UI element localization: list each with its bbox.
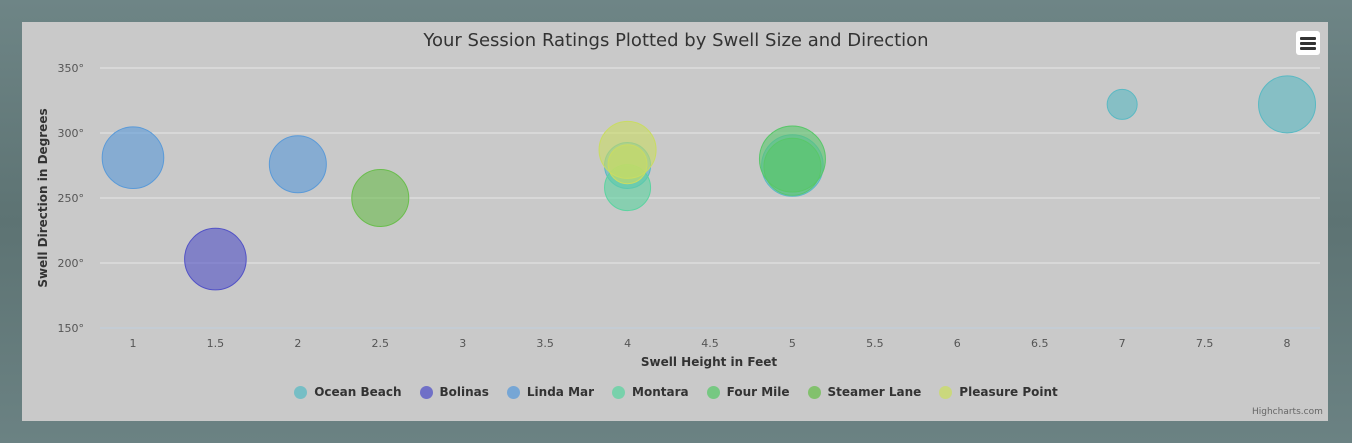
chart-legend: Ocean Beach Bolinas Linda Mar Montara Four M… [0, 385, 1352, 399]
x-tick-label: 8 [1284, 337, 1291, 350]
x-tick-label: 4 [624, 337, 631, 350]
y-tick-label: 250° [58, 192, 85, 205]
legend-item[interactable]: Montara [612, 385, 689, 399]
legend-marker [506, 385, 520, 399]
chart-title: Your Session Ratings Plotted by Swell Si… [422, 30, 928, 51]
bubble-point[interactable] [184, 227, 247, 291]
bubble-point[interactable] [1106, 88, 1138, 120]
x-tick-label: 2 [294, 337, 301, 350]
legend-item[interactable]: Four Mile [706, 385, 790, 399]
y-tick-label: 300° [58, 127, 85, 140]
legend-item[interactable]: Linda Mar [506, 385, 595, 399]
legend-label: Linda Mar [526, 385, 595, 399]
legend-marker [807, 385, 821, 399]
x-tick-label: 3 [459, 337, 466, 350]
legend-marker [419, 385, 433, 399]
x-tick-label: 5 [789, 337, 796, 350]
legend-label: Pleasure Point [959, 385, 1058, 399]
legend-item[interactable]: Ocean Beach [294, 385, 402, 399]
bubble-point[interactable] [101, 126, 165, 189]
x-tick-label: 1.5 [207, 337, 225, 350]
grid-lines [100, 67, 1320, 329]
legend-label: Montara [632, 385, 689, 399]
legend-label: Bolinas [439, 385, 489, 399]
hamburger-icon-line [1300, 47, 1316, 50]
legend-label: Ocean Beach [314, 385, 402, 399]
y-axis-title: Swell Direction in Degrees [36, 108, 50, 287]
hamburger-icon [1300, 37, 1316, 40]
x-tick-label: 6.5 [1031, 337, 1049, 350]
bubble-point[interactable] [351, 169, 410, 227]
x-tick-label: 1 [129, 337, 136, 350]
bubble-point[interactable] [763, 137, 822, 196]
axes: 150° 200° 250° 300° 350° 1 1.5 2 2.5 3 3.5 4 4.5 5 5.5… [58, 62, 1291, 350]
y-tick-label: 200° [58, 257, 85, 270]
chart-menu-button[interactable] [1296, 31, 1320, 55]
legend-item[interactable]: Steamer Lane [807, 385, 922, 399]
legend-label: Four Mile [726, 385, 790, 399]
bubble-point[interactable] [268, 135, 327, 194]
x-tick-label: 6 [954, 337, 961, 350]
credit-link[interactable]: Highcharts.com [1252, 407, 1323, 417]
x-tick-label: 5.5 [866, 337, 884, 350]
x-tick-label: 3.5 [536, 337, 554, 350]
chart-panel [22, 22, 1328, 421]
hamburger-icon-line [1300, 42, 1316, 45]
legend-item[interactable]: Bolinas [419, 385, 489, 399]
bubble-point[interactable] [607, 144, 648, 185]
x-tick-label: 7.5 [1196, 337, 1214, 350]
legend-marker [939, 385, 953, 399]
x-tick-label: 2.5 [372, 337, 390, 350]
legend-marker [706, 385, 720, 399]
bubbles [101, 75, 1317, 291]
x-tick-label: 4.5 [701, 337, 719, 350]
legend-item[interactable]: Pleasure Point [939, 385, 1058, 399]
x-axis-title: Swell Height in Feet [641, 355, 777, 369]
y-tick-label: 150° [58, 322, 85, 335]
legend-label: Steamer Lane [827, 385, 922, 399]
legend-marker [294, 385, 308, 399]
x-tick-label: 7 [1119, 337, 1126, 350]
y-tick-label: 350° [58, 62, 85, 75]
bubble-point[interactable] [1258, 75, 1317, 134]
legend-marker [612, 385, 626, 399]
